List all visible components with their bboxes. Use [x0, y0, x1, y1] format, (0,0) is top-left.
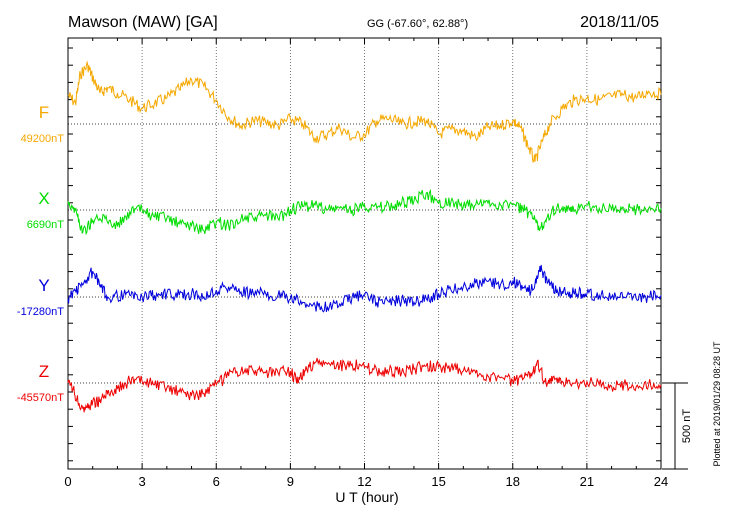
x-tick-label-9: 9 [287, 474, 294, 489]
series-line-x [67, 188, 662, 236]
x-tick-label-6: 6 [213, 474, 220, 489]
scale-bar: 500 nT [662, 382, 693, 470]
x-tick-label-21: 21 [580, 474, 594, 489]
series-name-x: X [38, 189, 49, 208]
series-line-f [67, 60, 662, 164]
vertical-grid [141, 38, 588, 469]
baseline-value-x: 6690nT [27, 219, 65, 231]
scale-bar-label: 500 nT [681, 409, 693, 444]
coordinates-label: GG (-67.60°, 62.88°) [367, 18, 468, 30]
baseline-value-y: -17280nT [17, 306, 64, 318]
axis-ticks [67, 38, 662, 469]
x-tick-label-24: 24 [654, 474, 668, 489]
series-labels: F 49200nT X 6690nT Y -17280nT Z -45570nT [17, 103, 64, 404]
x-tick-label-15: 15 [431, 474, 445, 489]
x-axis-label: U T (hour) [335, 489, 398, 505]
plotted-at-note: Plotted at 2019/01/29 08:28 UT [712, 341, 722, 467]
x-tick-label-12: 12 [357, 474, 371, 489]
baseline-value-f: 49200nT [21, 133, 65, 145]
series-line-z [67, 357, 662, 413]
x-tick-label-18: 18 [506, 474, 520, 489]
baseline-lines [68, 123, 688, 384]
series-name-z: Z [39, 362, 49, 381]
x-tick-labels: 0 3 6 9 12 15 18 21 24 [64, 474, 668, 489]
series-name-y: Y [38, 276, 49, 295]
date-label: 2018/11/05 [580, 14, 659, 31]
x-tick-label-0: 0 [64, 474, 71, 489]
series-lines [67, 60, 662, 413]
series-line-y [67, 264, 662, 313]
baseline-value-z: -45570nT [17, 392, 64, 404]
x-tick-label-3: 3 [139, 474, 146, 489]
station-title: Mawson (MAW) [GA] [68, 14, 218, 31]
series-name-f: F [39, 103, 49, 122]
